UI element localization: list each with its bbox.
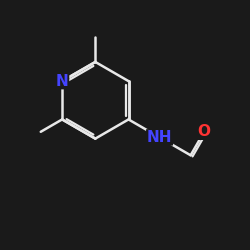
Text: NH: NH [147, 130, 172, 145]
Text: N: N [56, 74, 68, 88]
Text: O: O [198, 124, 211, 139]
